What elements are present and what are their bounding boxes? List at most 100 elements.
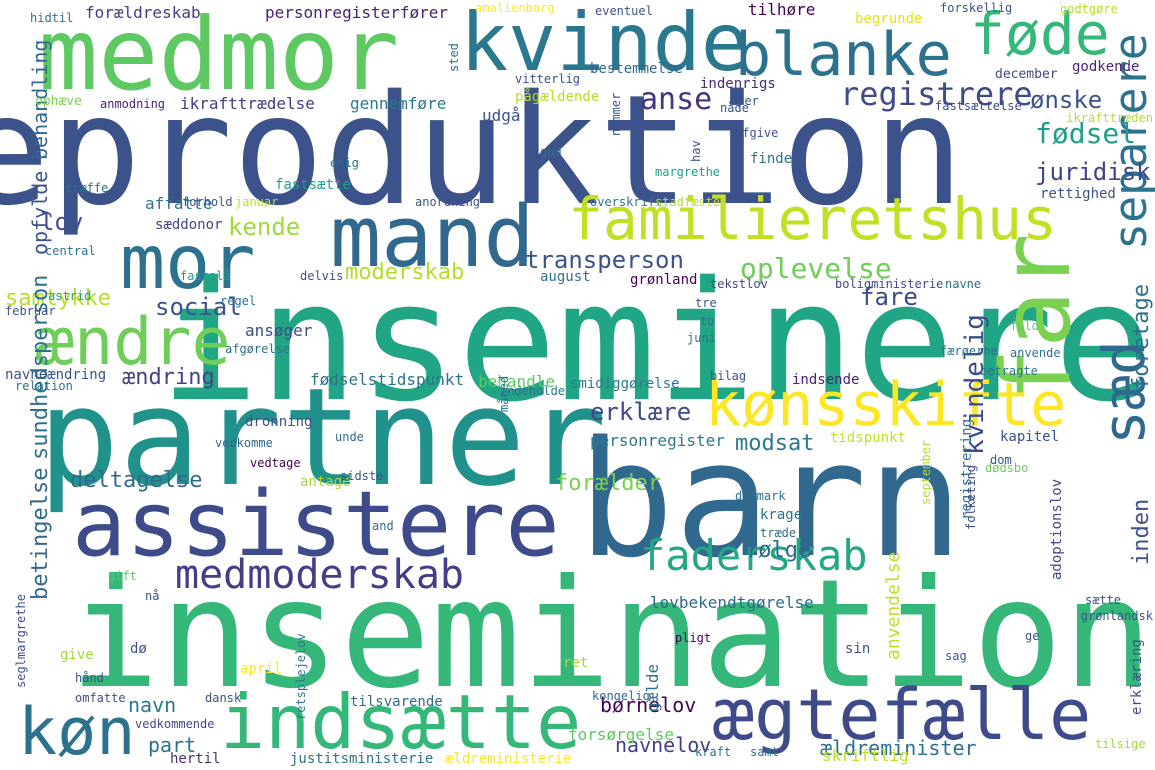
word-143: enig xyxy=(330,156,359,170)
word-79: navneændring xyxy=(5,367,107,383)
word-99: kongelig xyxy=(592,689,650,703)
word-97: adoptionslov xyxy=(1049,478,1065,580)
word-10: mand xyxy=(330,188,535,287)
word-120: erklæring xyxy=(1129,639,1145,715)
word-28: transperson xyxy=(525,246,684,274)
word-74: rettighed xyxy=(1040,186,1116,202)
word-52: navnelov xyxy=(615,733,712,757)
word-169: færøerne xyxy=(940,344,998,358)
word-96: lovbekendtgørelse xyxy=(650,593,814,612)
word-29: oplevelse xyxy=(740,252,892,285)
word-55: forældreskab xyxy=(85,3,201,22)
word-115: nå xyxy=(145,589,160,603)
word-70: forhold xyxy=(182,195,233,209)
word-163: tekstlov xyxy=(710,277,768,291)
word-61: indenrigs xyxy=(700,76,776,92)
word-110: give xyxy=(60,647,94,663)
word-111: april xyxy=(240,661,283,677)
word-92: sidste xyxy=(340,469,384,483)
word-87: kapitel xyxy=(1000,429,1060,445)
word-174: grønlandsk xyxy=(1080,609,1153,623)
word-88: dronning xyxy=(245,414,313,430)
word-47: inden xyxy=(1129,498,1154,565)
word-76: grønland xyxy=(630,272,698,288)
word-154: vitterlig xyxy=(515,72,581,86)
word-69: affatte xyxy=(145,194,213,213)
word-12: føde xyxy=(970,0,1110,68)
word-33: lov xyxy=(40,208,84,236)
word-114: gift xyxy=(108,569,137,583)
word-31: social xyxy=(155,293,242,321)
word-72: sæddonor xyxy=(155,217,223,233)
word-132: indeholde xyxy=(500,384,566,398)
word-54: anvendelse xyxy=(883,551,904,660)
word-116: retsplejelov xyxy=(294,633,308,720)
word-159: godtgøre xyxy=(1060,2,1118,16)
word-50: part xyxy=(148,733,197,757)
word-30: fare xyxy=(860,283,918,311)
word-101: forsørgelse xyxy=(568,725,674,744)
word-147: margrethe xyxy=(655,165,721,179)
word-142: træffe xyxy=(65,181,109,195)
word-43: forælder xyxy=(555,471,661,496)
word-102: skriftlig xyxy=(822,746,909,765)
word-40: erklære xyxy=(590,398,692,426)
word-89: vedkomme xyxy=(215,436,273,450)
word-66: december xyxy=(995,67,1058,82)
word-153: cper xyxy=(730,94,759,108)
word-45: følge xyxy=(745,538,812,563)
word-121: tilsige xyxy=(1095,737,1146,751)
word-27: juridisk xyxy=(1035,158,1151,186)
word-25: anse xyxy=(640,82,713,117)
word-4: partner xyxy=(38,359,607,516)
word-134: juni xyxy=(687,331,716,345)
word-68: anmodning xyxy=(100,97,166,111)
word-141: januar xyxy=(235,195,279,209)
word-7: kvinde xyxy=(460,0,749,89)
word-22: faderskab xyxy=(640,531,868,580)
word-18: køn xyxy=(18,695,136,770)
word-173: sætte xyxy=(1085,593,1122,607)
word-155: sted xyxy=(447,43,461,72)
word-117: ret xyxy=(563,655,589,671)
word-65: godkende xyxy=(1072,59,1140,75)
word-138: central xyxy=(45,244,96,258)
word-158: forskellig xyxy=(940,1,1013,15)
word-136: regel xyxy=(220,294,257,308)
word-90: vedtage xyxy=(250,456,301,470)
word-150: nummer xyxy=(609,92,623,136)
word-161: ikrafttræden xyxy=(1066,111,1153,125)
word-81: fødselstidspunkt xyxy=(310,370,465,389)
word-165: navne xyxy=(945,277,982,291)
word-84: indsende xyxy=(792,372,860,388)
word-91: antage xyxy=(300,474,351,490)
word-83: smidiggørelse xyxy=(570,376,680,392)
word-21: medmoderskab xyxy=(175,552,464,598)
word-11: blanke xyxy=(735,20,952,90)
word-124: pligt xyxy=(675,631,712,645)
word-48: betingelse xyxy=(28,467,53,600)
word-14: kønsskifte xyxy=(705,370,1067,440)
word-49: navn xyxy=(128,693,177,717)
word-98: tilsvarende xyxy=(350,694,443,710)
word-15: indsætte xyxy=(220,678,582,766)
word-171: betragte xyxy=(980,364,1038,378)
word-78: afgørelse xyxy=(225,342,291,356)
word-140: februar xyxy=(5,304,56,318)
word-149: gud xyxy=(540,145,562,159)
word-44: ændring xyxy=(122,365,215,390)
word-123: samt xyxy=(750,745,779,759)
word-67: ophæve xyxy=(35,94,82,109)
word-125: folketing xyxy=(964,464,978,530)
word-118: sin xyxy=(845,641,871,657)
word-80: relation xyxy=(15,379,73,393)
word-157: eventuel xyxy=(595,4,653,18)
word-0: reproduktion xyxy=(0,62,965,239)
word-2: insemination xyxy=(69,548,1153,722)
word-152: nåde xyxy=(720,101,749,115)
word-35: samtykke xyxy=(5,286,111,311)
word-13: mor xyxy=(120,218,256,306)
word-129: and xyxy=(372,519,394,533)
word-62: bestemmelse xyxy=(590,61,683,77)
